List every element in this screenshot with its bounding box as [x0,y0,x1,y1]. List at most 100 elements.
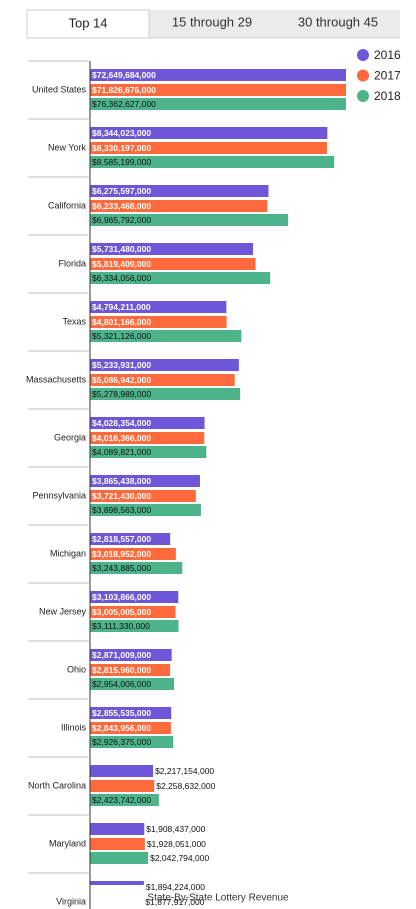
bar [90,475,200,487]
bar [90,127,328,139]
y-tick-label: Texas [62,316,86,326]
bar [90,98,346,110]
y-tick-label: Michigan [50,548,86,558]
value-label: $3,898,563,000 [92,505,151,515]
value-label: $4,794,211,000 [92,302,151,312]
value-label: $3,243,885,000 [92,563,151,573]
bar [90,722,171,734]
bar [90,490,196,502]
bar [90,432,205,444]
bar [90,243,254,255]
bar [90,881,144,885]
y-tick-label: California [48,200,86,210]
value-label: $2,926,375,000 [92,737,151,747]
value-label: $4,028,354,000 [92,418,151,428]
value-label: $2,423,742,000 [92,795,151,805]
bar [90,896,143,908]
value-label: $2,855,535,000 [92,708,151,718]
bar [90,214,289,226]
value-label: $5,731,480,000 [92,244,151,254]
value-label: $6,233,468,000 [92,201,151,211]
bar [90,823,145,835]
value-label: $8,585,199,000 [92,157,151,167]
tab[interactable]: Top 14 [68,15,107,30]
y-tick-label: Maryland [49,838,86,848]
value-label: $8,344,023,000 [92,128,151,138]
value-label: $4,089,821,000 [92,447,151,457]
plot-area [90,69,346,908]
value-label: $2,954,006,000 [92,679,151,689]
bar [90,620,179,632]
bar [90,838,145,850]
value-label: $4,801,166,000 [92,317,151,327]
value-label: $3,865,438,000 [92,476,151,486]
value-label: $3,005,005,000 [92,607,151,617]
bar [90,504,201,516]
value-label: $5,086,942,000 [92,375,151,385]
value-label: $2,815,960,000 [92,665,151,675]
bar [90,84,346,96]
bar [90,446,207,458]
value-label: $5,278,989,000 [92,389,151,399]
y-tick-label: Illinois [61,722,87,732]
tab[interactable]: 15 through 29 [172,14,252,29]
y-tick-label: Ohio [67,664,86,674]
bar [90,156,335,168]
value-label: $3,721,430,000 [92,491,151,501]
y-tick-label: North Carolina [28,780,86,790]
bar [90,707,172,719]
legend-marker [357,49,369,61]
bar [90,316,227,328]
y-tick-label: United States [32,84,87,94]
bar [90,736,174,748]
bar [90,417,205,429]
value-label: $2,843,956,000 [92,723,151,733]
y-tick-label: Virginia [56,896,86,906]
legend-label: 2017 [374,69,401,83]
tab-active[interactable] [26,9,150,39]
y-tick-label: Massachusetts [26,374,87,384]
bar [90,852,149,864]
bar [90,142,327,154]
value-label: $6,275,597,000 [92,186,151,196]
legend-label: 2018 [374,89,401,103]
legend-label: 2016 [374,48,401,62]
value-label: $2,042,794,000 [150,853,209,863]
value-label: $1,908,437,000 [146,824,205,834]
value-label: $3,018,952,000 [92,549,151,559]
bar [90,780,155,792]
value-label: $8,330,197,000 [92,143,151,153]
x-axis-title: State-By-State Lottery Revenue [147,893,289,904]
bar [90,591,179,603]
bar [90,649,172,661]
bar [90,185,269,197]
value-label: $1,877,917,000 [145,897,204,907]
bar [90,765,154,777]
bar [90,533,171,545]
bar [90,200,268,212]
value-label: $5,819,409,000 [92,259,151,269]
bar [90,562,183,574]
value-label: $71,826,676,000 [92,85,156,95]
bar [90,301,227,313]
value-label: $5,321,126,000 [92,331,151,341]
value-label: $72,649,684,000 [92,70,156,80]
y-tick-label: Florida [58,258,86,268]
bar [90,258,256,270]
value-label: $5,233,931,000 [92,360,151,370]
value-label: $3,103,866,000 [92,592,151,602]
legend-marker [357,90,369,102]
value-label: $6,965,792,000 [92,215,151,225]
tab[interactable]: 30 through 45 [298,14,378,29]
bar [90,272,271,284]
value-label: $2,217,154,000 [155,766,214,776]
y-tick-label: New Jersey [39,606,87,616]
value-label: $2,818,557,000 [92,534,151,544]
value-label: $76,362,627,000 [92,99,156,109]
value-label: $1,928,051,000 [147,839,206,849]
value-label: $1,894,224,000 [146,882,205,892]
bar [90,330,242,342]
bar [90,606,176,618]
value-label: $6,334,056,000 [92,273,151,283]
bar [90,388,241,400]
